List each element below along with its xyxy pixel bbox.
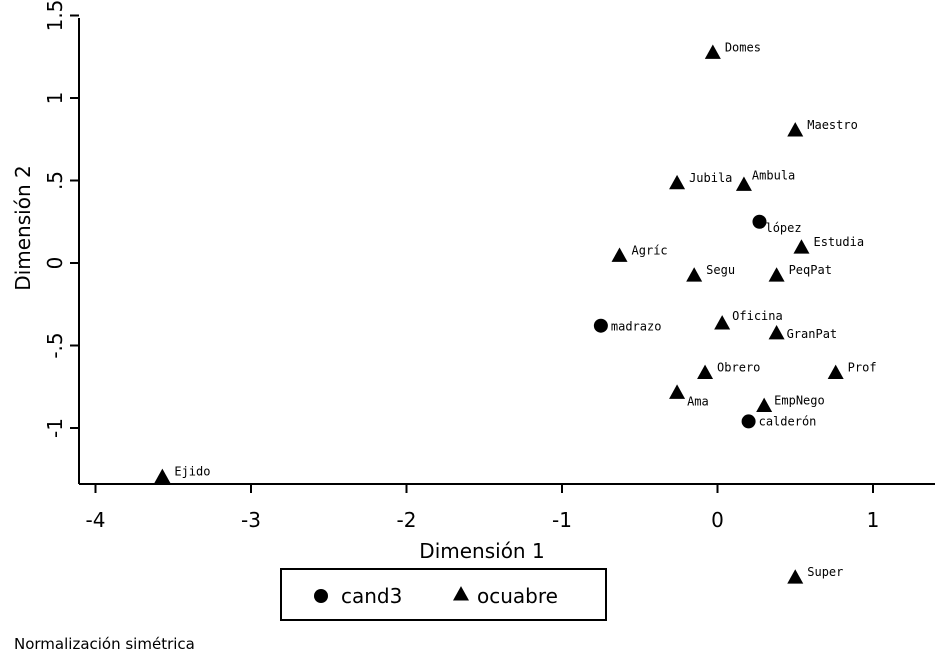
point-ocuabre [768, 267, 785, 282]
data-marks: lópez madrazo calderón Domes Maestro Ambula Ju… [154, 40, 877, 584]
point-ocuabre [669, 384, 686, 399]
point-label: madrazo [611, 320, 662, 334]
point-label: Obrero [717, 361, 760, 375]
point-label: calderón [759, 414, 817, 428]
point-label: EmpNego [774, 394, 825, 408]
point-ocuabre [787, 569, 804, 584]
point-cand3 [593, 318, 608, 333]
point-label: GranPat [787, 327, 838, 341]
legend-label: ocuabre [477, 584, 558, 608]
point-label: Prof [848, 361, 877, 375]
point-label: Jubila [689, 171, 732, 185]
y-tick-label: -.5 [43, 332, 67, 358]
point-label: Super [807, 565, 843, 579]
y-tick-label: 1 [43, 92, 67, 105]
point-label: lópez [765, 221, 801, 235]
point-ocuabre [697, 364, 714, 380]
x-tick-label: 1 [867, 508, 880, 532]
point-cand3 [752, 214, 767, 229]
x-tick-label: -2 [397, 508, 417, 532]
point-ocuabre [735, 176, 752, 191]
point-ocuabre [669, 174, 686, 190]
legend: cand3 ocuabre [280, 568, 607, 621]
point-cand3 [741, 414, 756, 429]
y-tick-label: .5 [43, 171, 67, 190]
point-ocuabre [686, 267, 703, 282]
legend-label: cand3 [341, 584, 402, 608]
point-label: Ejido [174, 465, 210, 479]
x-tick-label: -4 [86, 508, 106, 532]
y-tick-label: 0 [43, 257, 67, 270]
point-label: Domes [725, 40, 761, 54]
x-tick-label: -3 [241, 508, 261, 532]
point-ocuabre [756, 397, 773, 413]
point-label: Segu [706, 263, 735, 277]
footnote: Normalización simétrica [14, 635, 195, 653]
point-label: Estudia [813, 235, 864, 249]
point-label: Maestro [807, 118, 858, 132]
point-label: PeqPat [789, 263, 832, 277]
y-axis-title: Dimensión 2 [11, 165, 35, 290]
point-ocuabre [704, 44, 721, 59]
y-tick-label: 1.5 [43, 0, 67, 31]
x-tick-label: 0 [711, 508, 724, 532]
point-ocuabre [827, 364, 844, 380]
point-label: Agríc [632, 243, 668, 257]
axes: -4 -3 -2 -1 0 1 -1 -.5 0 .5 1 1.5 [43, 0, 935, 532]
point-ocuabre [787, 122, 804, 137]
point-label: Oficina [732, 309, 783, 323]
legend-marker-circle [314, 589, 328, 603]
legend-marker-triangle [453, 586, 469, 601]
point-ocuabre [768, 325, 785, 340]
x-tick-label: -1 [552, 508, 572, 532]
x-axis-title: Dimensión 1 [419, 539, 544, 563]
point-ocuabre [793, 239, 810, 254]
point-ocuabre [611, 247, 628, 262]
y-tick-label: -1 [43, 418, 67, 438]
point-label: Ambula [752, 168, 795, 182]
point-ocuabre [714, 315, 731, 330]
point-ocuabre [154, 468, 171, 483]
point-label: Ama [687, 394, 709, 408]
legend-box [280, 568, 607, 621]
